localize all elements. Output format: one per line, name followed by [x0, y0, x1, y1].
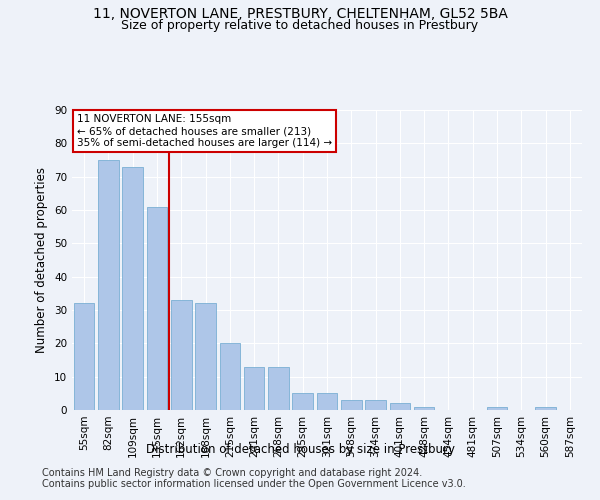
- Bar: [292, 394, 313, 410]
- Bar: [74, 304, 94, 410]
- Bar: [171, 300, 191, 410]
- Text: 11, NOVERTON LANE, PRESTBURY, CHELTENHAM, GL52 5BA: 11, NOVERTON LANE, PRESTBURY, CHELTENHAM…: [92, 8, 508, 22]
- Bar: [268, 366, 289, 410]
- Bar: [317, 394, 337, 410]
- Text: Contains HM Land Registry data © Crown copyright and database right 2024.: Contains HM Land Registry data © Crown c…: [42, 468, 422, 477]
- Y-axis label: Number of detached properties: Number of detached properties: [35, 167, 49, 353]
- Text: Distribution of detached houses by size in Prestbury: Distribution of detached houses by size …: [146, 442, 455, 456]
- Bar: [341, 400, 362, 410]
- Bar: [220, 344, 240, 410]
- Bar: [535, 406, 556, 410]
- Bar: [98, 160, 119, 410]
- Bar: [414, 406, 434, 410]
- Bar: [195, 304, 216, 410]
- Bar: [122, 166, 143, 410]
- Bar: [365, 400, 386, 410]
- Bar: [244, 366, 265, 410]
- Bar: [146, 206, 167, 410]
- Text: 11 NOVERTON LANE: 155sqm
← 65% of detached houses are smaller (213)
35% of semi-: 11 NOVERTON LANE: 155sqm ← 65% of detach…: [77, 114, 332, 148]
- Text: Contains public sector information licensed under the Open Government Licence v3: Contains public sector information licen…: [42, 479, 466, 489]
- Bar: [487, 406, 508, 410]
- Bar: [389, 404, 410, 410]
- Text: Size of property relative to detached houses in Prestbury: Size of property relative to detached ho…: [121, 19, 479, 32]
